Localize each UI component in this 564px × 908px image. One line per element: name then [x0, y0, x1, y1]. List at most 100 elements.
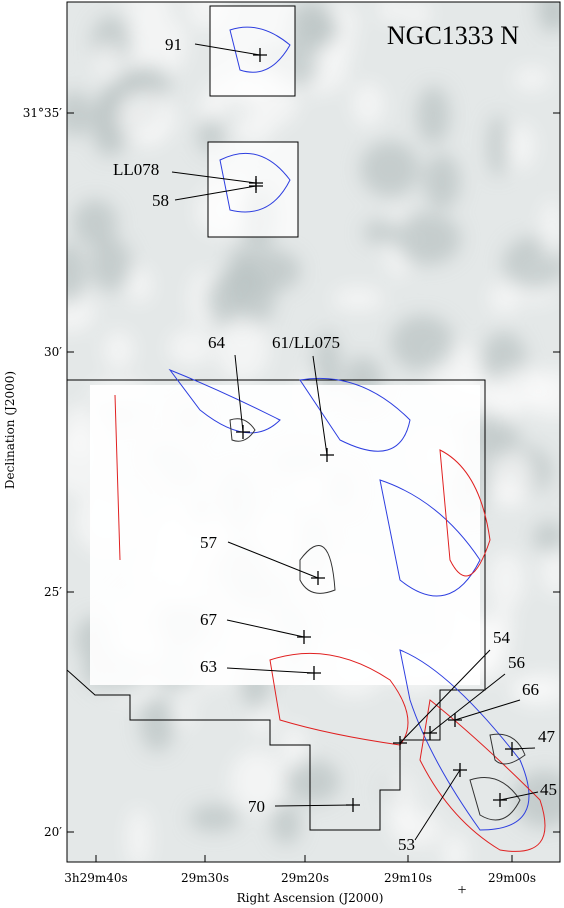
- haze-blob: [122, 2, 174, 15]
- source-cross: [453, 763, 467, 777]
- haze-blob: [509, 673, 560, 705]
- source-label: 57: [200, 533, 218, 552]
- y-tick-label: 20′: [44, 825, 62, 839]
- haze-blob: [120, 10, 188, 80]
- haze-blob: [491, 367, 555, 410]
- source-label: 66: [522, 680, 539, 699]
- source-label: 67: [200, 610, 218, 629]
- haze-blob: [198, 93, 225, 123]
- source-cross: [423, 726, 437, 740]
- source-cross: [236, 425, 250, 439]
- haze-blob: [126, 807, 151, 862]
- haze-blob: [487, 114, 509, 177]
- plot-frame: [66, 1, 561, 863]
- haze-blob: [285, 760, 340, 803]
- source-cross: [448, 713, 462, 727]
- haze-blob: [239, 249, 301, 293]
- y-tick-label: 31°35′: [23, 106, 63, 120]
- contours: [67, 5, 546, 852]
- leader-line: [174, 185, 257, 201]
- x-tick-label: 29m20s: [281, 871, 329, 885]
- source-label: 64: [208, 333, 226, 352]
- haze-blob: [286, 2, 336, 55]
- haze-blob: [423, 153, 461, 210]
- haze-blob: [167, 329, 214, 367]
- source-label: LL078: [113, 160, 159, 179]
- haze-blob: [281, 724, 307, 769]
- haze-blob: [360, 141, 420, 197]
- haze-blob: [67, 242, 86, 305]
- leader-line: [226, 667, 315, 674]
- leader-line: [312, 355, 328, 456]
- haze-blob: [126, 266, 153, 304]
- plus-marker: +: [457, 882, 466, 899]
- leader-line: [234, 354, 244, 433]
- source-label: 91: [165, 35, 182, 54]
- tick-marks: [67, 112, 560, 862]
- haze-blob: [386, 772, 416, 831]
- y-tick-label: 25′: [44, 585, 62, 599]
- source-cross: [249, 179, 263, 193]
- source-label: 45: [540, 780, 557, 799]
- x-axis-label: Right Ascension (J2000): [237, 891, 384, 905]
- source-label: 70: [248, 797, 265, 816]
- haze-blob: [541, 541, 560, 596]
- source-cross: [505, 742, 519, 756]
- leader-line: [414, 769, 461, 841]
- haze-blob: [533, 521, 560, 554]
- x-tick-label: 29m10s: [384, 871, 432, 885]
- haze-blob: [271, 803, 301, 845]
- haze-blob: [230, 749, 285, 813]
- haze-blob: [390, 314, 455, 372]
- x-tick-label: 3h29m40s: [64, 871, 127, 885]
- leader-line: [226, 619, 305, 638]
- source-cross: [307, 666, 321, 680]
- leader-line: [171, 171, 257, 184]
- leader-line: [274, 804, 354, 807]
- haze-blob: [314, 332, 341, 398]
- source-label: 58: [152, 191, 169, 210]
- source-label: 53: [398, 835, 415, 854]
- haze-blob: [540, 199, 560, 260]
- haze-blob: [139, 696, 175, 752]
- haze-blob: [363, 220, 402, 245]
- source-label: 61/LL075: [272, 333, 340, 352]
- haze-blob: [93, 43, 123, 79]
- source-label: 56: [508, 653, 525, 672]
- source-cross: [253, 48, 267, 62]
- leader-line: [499, 791, 539, 801]
- source-label: 63: [200, 657, 217, 676]
- haze-blob: [379, 2, 401, 24]
- haze-blob: [115, 90, 177, 144]
- x-tick-label: 29m30s: [181, 871, 229, 885]
- leader-line: [194, 43, 261, 56]
- source-cross: [320, 448, 334, 462]
- source-cross: [493, 793, 507, 807]
- haze-blob: [442, 832, 469, 862]
- leader-line: [429, 673, 506, 734]
- source-cross: [346, 798, 360, 812]
- leader-line: [454, 699, 521, 721]
- haze-blob: [72, 199, 118, 247]
- haze-blob: [416, 86, 451, 145]
- source-label: 47: [538, 727, 556, 746]
- haze-blob: [351, 82, 385, 127]
- haze-blob: [488, 282, 522, 315]
- map-title: NGC1333 N: [387, 21, 519, 50]
- source-cross: [311, 571, 325, 585]
- haze-blob: [216, 317, 270, 382]
- source-cross: [297, 630, 311, 644]
- haze-blob: [537, 2, 560, 33]
- haze-blob: [394, 213, 461, 265]
- haze-blob: [332, 286, 384, 312]
- source-cross: [393, 736, 407, 750]
- y-axis-label: Declination (J2000): [3, 371, 17, 489]
- haze-blob: [67, 91, 93, 137]
- x-tick-label: 29m00s: [488, 871, 536, 885]
- haze-blob: [189, 804, 240, 832]
- haze-blob: [513, 66, 551, 91]
- y-tick-label: 30′: [44, 345, 62, 359]
- source-label: 54: [493, 628, 511, 647]
- haze-blob: [487, 551, 526, 609]
